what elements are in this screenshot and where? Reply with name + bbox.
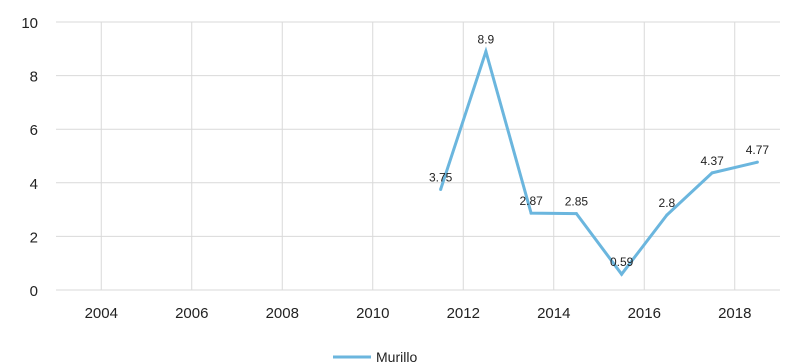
- data-label-2013.5: 2.87: [519, 194, 543, 208]
- data-label-2014.5: 2.85: [565, 195, 589, 209]
- y-tick-label-0: 0: [30, 283, 38, 300]
- data-label-2012.5: 8.9: [478, 32, 495, 46]
- data-point-2013.5: [529, 211, 533, 215]
- y-tick-label-4: 4: [30, 176, 38, 193]
- data-point-2017.5: [710, 171, 714, 175]
- series-line-murillo: [439, 46, 758, 277]
- data-point-2015.5: [620, 272, 624, 276]
- data-labels: 3.75 8.9 2.87 2.85 0.59 2.8 4.37 4.77: [429, 32, 769, 269]
- x-gridlines: [100, 22, 736, 290]
- data-point-2016.5: [665, 213, 669, 217]
- x-tick-label-2018: 2018: [718, 305, 751, 322]
- y-tick-label-6: 6: [30, 122, 38, 139]
- x-axis-tick-labels: 2004 2006 2008 2010 2012 2014 2016 2018: [85, 305, 752, 322]
- legend-label-murillo: Murillo: [376, 349, 417, 364]
- data-point-2018.5: [755, 160, 759, 164]
- x-tick-label-2016: 2016: [628, 305, 661, 322]
- y-axis-tick-labels: 0 2 4 6 8 10: [21, 15, 38, 300]
- x-tick-label-2012: 2012: [447, 305, 480, 322]
- x-tick-label-2006: 2006: [175, 305, 208, 322]
- y-gridlines: [56, 21, 780, 291]
- x-tick-label-2014: 2014: [537, 305, 570, 322]
- x-tick-label-2010: 2010: [356, 305, 389, 322]
- x-tick-label-2004: 2004: [85, 305, 118, 322]
- x-tick-label-2008: 2008: [266, 305, 299, 322]
- data-point-2012.5: [484, 49, 488, 53]
- data-point-2011.5: [439, 188, 443, 191]
- series-layer: [439, 46, 759, 277]
- data-point-2014.5: [574, 212, 578, 216]
- legend: Murillo: [333, 349, 417, 364]
- y-tick-label-2: 2: [30, 229, 38, 246]
- data-label-2011.5: 3.75: [429, 171, 453, 185]
- data-label-2017.5: 4.37: [700, 154, 724, 168]
- y-tick-label-8: 8: [30, 69, 38, 86]
- y-tick-label-10: 10: [21, 15, 38, 32]
- data-label-2015.5: 0.59: [610, 255, 634, 269]
- data-label-2016.5: 2.8: [659, 196, 676, 210]
- data-label-2018.5: 4.77: [746, 143, 770, 157]
